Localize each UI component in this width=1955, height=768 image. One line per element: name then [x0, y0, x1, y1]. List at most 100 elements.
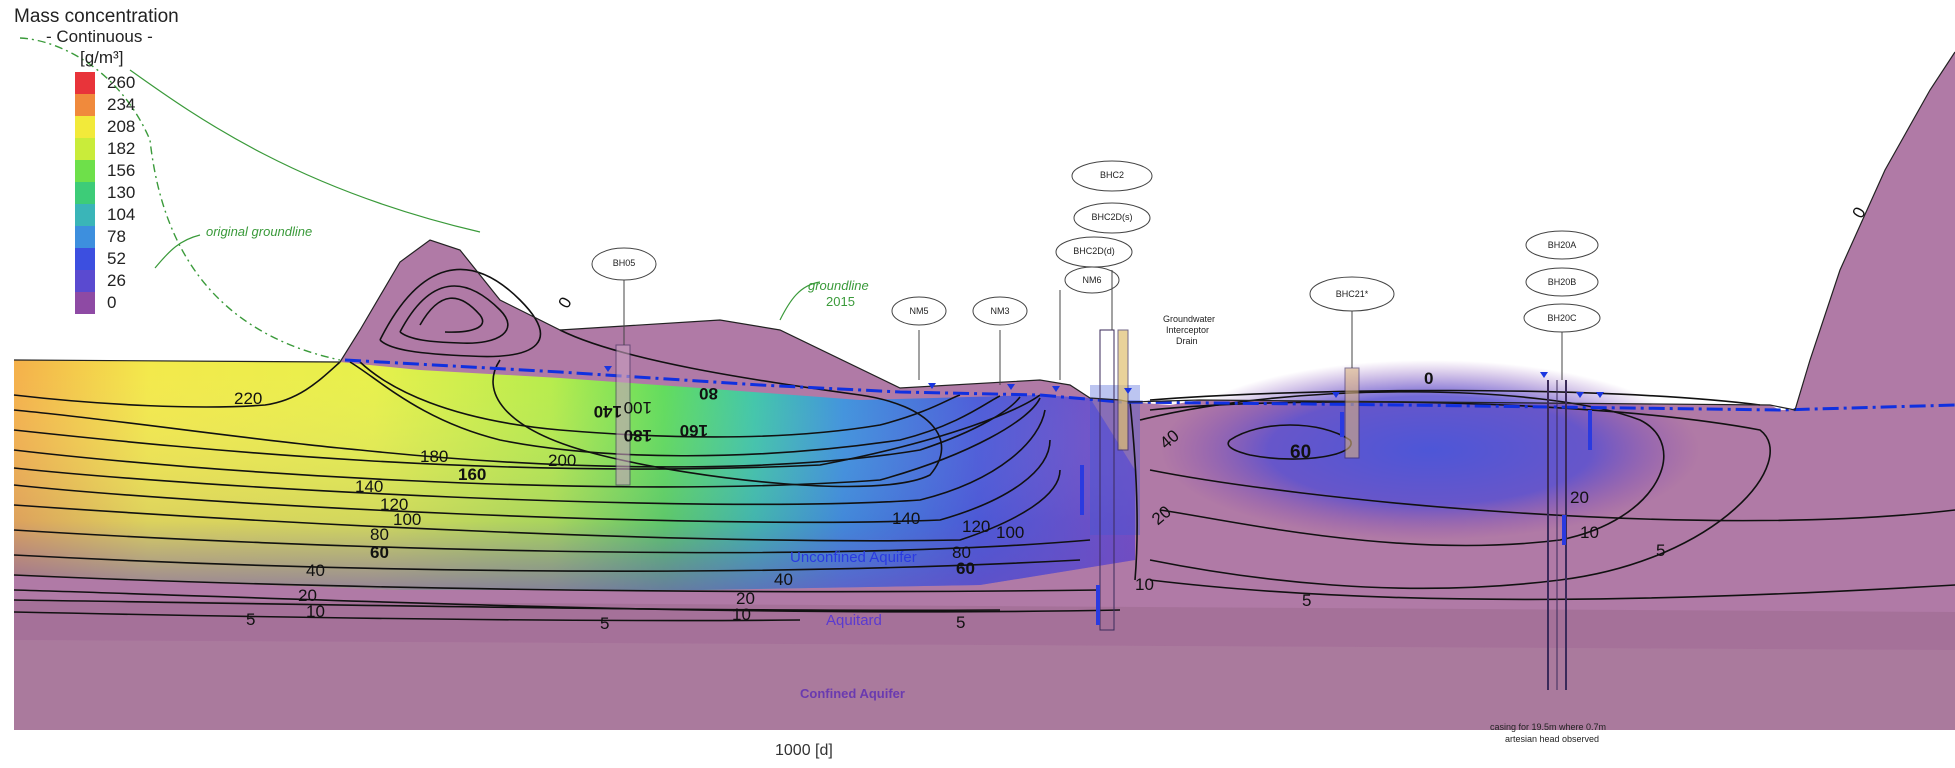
contour-label: 160	[458, 465, 486, 484]
legend-label: 156	[107, 161, 136, 180]
legend-swatch	[75, 94, 95, 116]
aquitard-label: Aquitard	[826, 612, 882, 629]
contour-label: 40	[774, 570, 793, 589]
contour-label: 60	[956, 559, 975, 578]
legend-swatch	[75, 248, 95, 270]
legend-label: 104	[107, 205, 136, 224]
well-label-nm5: NM5	[909, 306, 928, 316]
legend-title: Mass concentration	[14, 6, 179, 27]
artesian-note-1: casing for 19.5m where 0.7m	[1490, 722, 1606, 732]
interceptor-label-2: Interceptor	[1166, 325, 1209, 335]
legend-swatch	[75, 72, 95, 94]
confined-aquifer-layer	[14, 640, 1955, 730]
legend-swatch	[75, 138, 95, 160]
groundline-label: groundline	[808, 278, 869, 293]
legend-leader-line	[129, 69, 481, 233]
contour-label: 5	[600, 614, 609, 633]
well-label-bhc2d-d: BHC2D(d)	[1073, 246, 1115, 256]
artesian-note-2: artesian head observed	[1505, 734, 1599, 744]
legend-label: 182	[107, 139, 136, 158]
well-label-bh20a: BH20A	[1548, 240, 1577, 250]
legend-label: 234	[107, 95, 136, 114]
contour-label: 0	[1424, 369, 1433, 388]
callout-bhc2d-s	[1073, 202, 1151, 234]
legend-label: 130	[107, 183, 136, 202]
legend-label: 78	[107, 227, 126, 246]
interceptor-label-3: Drain	[1176, 336, 1198, 346]
well-bhc21	[1344, 367, 1360, 459]
callout-nm6	[1064, 266, 1120, 294]
well-label-bh05: BH05	[613, 258, 636, 268]
well-label-bhc2: BHC2	[1100, 170, 1124, 180]
legend-subtitle: - Continuous -	[46, 27, 153, 46]
contour-label: 80	[699, 384, 718, 403]
time-caption: 1000 [d]	[775, 742, 833, 759]
original-groundline-label: original groundline	[206, 224, 312, 239]
contour-label: 20	[1570, 488, 1589, 507]
aquitard-layer	[14, 600, 1955, 650]
contour-label: 40	[306, 561, 325, 580]
well-callouts	[591, 160, 1601, 385]
contour-label: 140	[594, 402, 622, 421]
contour-label: 60	[1290, 442, 1311, 463]
contour-label: 140	[355, 477, 383, 496]
groundline-year-label: 2015	[826, 294, 855, 309]
contour-label: 5	[1656, 541, 1665, 560]
well-label-bh20b: BH20B	[1548, 277, 1577, 287]
callout-nm3	[972, 296, 1028, 326]
water-level-markers	[604, 366, 1604, 398]
contour-label: 10	[306, 602, 325, 621]
legend-label: 0	[107, 293, 117, 312]
contour-label: 5	[956, 613, 965, 632]
contour-label: 5	[246, 610, 255, 629]
contour-label: 10	[1580, 523, 1599, 542]
contour-label: 10	[732, 605, 751, 624]
contour-label: 100	[393, 510, 421, 529]
contour-label: 20	[298, 586, 317, 605]
legend-swatch	[75, 204, 95, 226]
legend-swatch	[75, 160, 95, 182]
contour-label: 100	[996, 523, 1024, 542]
contour-label: 10	[1135, 575, 1154, 594]
well-label-bhc2d-s: BHC2D(s)	[1091, 212, 1132, 222]
unconfined-aquifer-label: Unconfined Aquifer	[790, 549, 917, 566]
drain-blue-zone	[1090, 385, 1140, 535]
contour-label: 0	[554, 294, 575, 312]
callout-bhc2	[1071, 160, 1153, 192]
contour-label: 140	[892, 509, 920, 528]
contour-label: 120	[962, 517, 990, 536]
interceptor-label-1: Groundwater	[1163, 314, 1215, 324]
callout-nm5	[891, 296, 947, 326]
contour-label-layer: 220 180 160 200 140 120 100 80 60 40 20 …	[234, 204, 1870, 633]
ground-surface	[13, 51, 1955, 411]
contour-label: 120	[380, 495, 408, 514]
contour-label: 5	[1302, 591, 1311, 610]
well-label-bh20c: BH20C	[1547, 313, 1577, 323]
well-casings	[615, 329, 1567, 690]
confined-aquifer-label: Confined Aquifer	[800, 686, 905, 701]
contour-label: 180	[624, 426, 652, 445]
original-groundline-line	[19, 37, 341, 361]
callout-bh05	[591, 247, 657, 281]
well-bh05	[615, 344, 631, 486]
screen-markers	[1080, 410, 1592, 625]
contour-label: 100	[624, 398, 652, 417]
contour-label: 180	[420, 447, 448, 466]
well-bhc2	[1099, 329, 1115, 631]
callout-bh20b	[1525, 267, 1599, 297]
well-label-nm6: NM6	[1082, 275, 1101, 285]
callout-bh20a	[1525, 230, 1599, 260]
legend-label: 26	[107, 271, 126, 290]
legend-swatch	[75, 116, 95, 138]
well-label-nm3: NM3	[990, 306, 1009, 316]
annotation-layer: original groundline groundline 2015 Unco…	[206, 224, 1606, 744]
contour-label: 80	[952, 543, 971, 562]
well-label-bhc21: BHC21*	[1336, 289, 1369, 299]
well-label-layer: BH05 NM5 NM3 BHC2 BHC2D(s) BHC2D(d) NM6 …	[613, 170, 1577, 323]
contour-label: 80	[370, 525, 389, 544]
legend-swatch	[75, 226, 95, 248]
legend-swatch	[75, 270, 95, 292]
legend-label: 52	[107, 249, 126, 268]
